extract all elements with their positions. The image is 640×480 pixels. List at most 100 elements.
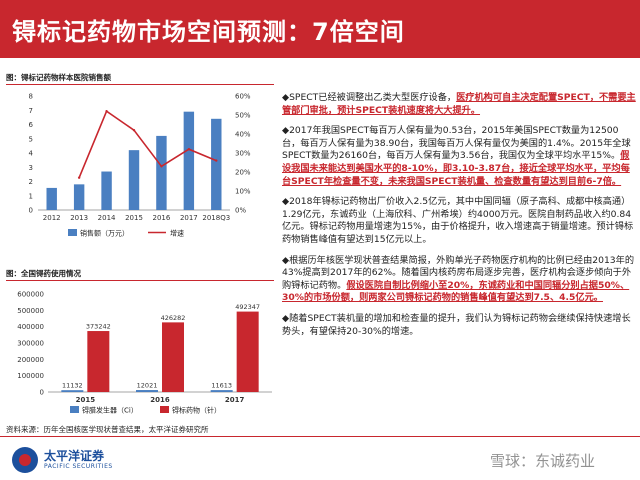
data-label-drug: 426282	[161, 314, 186, 322]
chart-sales-svg: 0 1 2 3 4 5 6 7 8 0% 10% 20% 30% 40% 50% 60% 2012 2013 201…	[29, 93, 251, 238]
paragraph-text: SPECT已经被调整出乙类大型医疗设备，	[289, 92, 457, 103]
bar-sales	[73, 184, 85, 210]
legend-swatch-sales	[68, 229, 77, 236]
legend-label-sales: 销售额（万元）	[80, 229, 129, 238]
figure1-caption: 图：锝标记药物样本医院销售额	[6, 73, 111, 82]
point-growth	[77, 176, 81, 179]
bar-generator	[136, 390, 158, 392]
y-left-tick-label: 0	[29, 207, 33, 215]
y-left-tick-label: 5	[29, 135, 33, 143]
company-logo: 太平洋证券 PACIFIC SECURITIES	[12, 446, 132, 474]
y-right-tick-label: 30%	[235, 150, 251, 158]
y-left-tick-label: 8	[29, 93, 33, 101]
y-tick-label: 600000	[17, 291, 44, 299]
y-left-tick-label: 2	[29, 178, 33, 186]
data-label-drug: 492347	[235, 303, 260, 311]
bar-sales	[183, 111, 195, 210]
bar-sales	[156, 135, 167, 210]
legend-label-generator: 锝腊发生器（Ci）	[82, 406, 138, 415]
y-tick-label: 500000	[17, 307, 44, 315]
page-title: 锝标记药物市场空间预测：7倍空间	[12, 18, 405, 46]
bullet-diamond-icon: ◆	[282, 312, 290, 324]
y-right-tick-label: 20%	[235, 169, 251, 177]
figure1-caption-underline	[6, 84, 274, 85]
logo-name-en: PACIFIC SECURITIES	[44, 463, 113, 470]
analysis-paragraph: ◆随着SPECT装机量的增加和检查量的提升，我们认为锝标记药物会继续保持快速增长…	[282, 313, 636, 338]
chart-usage-svg: 0 100000 200000 300000 400000 500000 600000 111…	[17, 291, 272, 415]
bullet-diamond-icon: ◆	[282, 92, 290, 103]
y-right-tick-label: 10%	[235, 188, 251, 196]
highlighted-text: 假设医院自制比例缩小至20%，东诚药业和中国同辐分别占据50%、30%的市场份额…	[282, 279, 630, 304]
x-tick-label: 2013	[70, 214, 88, 222]
y-right-tick-label: 0%	[235, 207, 246, 215]
y-right-tick-label: 50%	[235, 112, 251, 120]
x-tick-label: 2017	[180, 214, 198, 222]
analysis-text: ◆SPECT已经被调整出乙类大型医疗设备，医疗机构可自主决定配置SPECT，不需…	[282, 92, 636, 346]
y-tick-label: 200000	[17, 356, 44, 364]
y-left-tick-label: 1	[29, 192, 33, 200]
legend-swatch-generator	[70, 406, 79, 413]
data-label-drug: 373242	[86, 323, 111, 331]
bar-drug	[87, 331, 110, 392]
legend-label-drug: 锝标药物（针）	[172, 406, 221, 415]
logo-emblem-icon	[12, 447, 38, 473]
bullet-diamond-icon: ◆	[282, 196, 290, 208]
bullet-diamond-icon: ◆	[282, 125, 290, 137]
bar-drug	[162, 322, 184, 392]
y-tick-label: 300000	[17, 340, 44, 348]
bar-generator	[61, 390, 84, 392]
point-growth	[160, 165, 163, 168]
x-tick-label: 2015	[76, 396, 96, 404]
x-tick-label: 2015	[125, 214, 143, 222]
x-tick-label: 2017	[225, 396, 245, 404]
analysis-paragraph: ◆SPECT已经被调整出乙类大型医疗设备，医疗机构可自主决定配置SPECT，不需…	[282, 92, 636, 117]
point-growth	[105, 110, 108, 113]
title-bar: 锝标记药物市场空间预测：7倍空间	[0, 0, 640, 58]
paragraph-text: 根据历年核医学现状普查结果简报，外购单光子药物医疗机构的比例已经由2013年的4…	[282, 254, 635, 291]
bar-sales	[128, 150, 140, 210]
logo-name: 太平洋证券	[44, 449, 105, 463]
bar-drug	[236, 311, 259, 392]
footer-divider	[0, 436, 640, 437]
watermark: 雪球：东诚药业	[490, 452, 596, 470]
data-label-generator: 11132	[62, 382, 83, 390]
y-left-tick-label: 3	[29, 164, 33, 172]
y-right-tick-label: 60%	[235, 93, 251, 101]
data-label-generator: 12021	[137, 382, 158, 390]
line-growth	[78, 109, 217, 179]
x-tick-label: 2016	[153, 214, 171, 222]
y-tick-label: 100000	[17, 372, 44, 380]
y-left-tick-label: 7	[29, 107, 33, 115]
bullet-diamond-icon: ◆	[282, 254, 290, 266]
x-tick-label: 2012	[43, 214, 61, 222]
source-note: 资料来源：历年全国核医学现状普查结果，太平洋证券研究所	[6, 425, 209, 434]
figure2-caption: 图：全国锝药使用情况	[6, 269, 81, 278]
y-left-tick-label: 6	[29, 121, 34, 129]
x-tick-label: 2016	[150, 396, 170, 404]
legend-label-growth: 增速	[170, 229, 184, 238]
bar-sales	[211, 118, 222, 210]
x-tick-label: 2018Q3	[202, 214, 230, 222]
point-growth	[187, 148, 191, 151]
figure2-caption-underline	[6, 280, 274, 281]
y-right-tick-label: 40%	[235, 131, 251, 139]
highlighted-text: 医疗机构可自主决定配置SPECT，不需要主管部门审批，预计SPECT装机速度将大…	[282, 92, 636, 116]
x-tick-label: 2014	[98, 214, 116, 222]
paragraph-text: 随着SPECT装机量的增加和检查量的提升，我们认为锝标记药物会继续保持快速增长势…	[282, 312, 631, 337]
highlighted-text: 假设我国未来能达到美国水平的8-10%，即3.10-3.87台，接近全球平均水平…	[282, 150, 630, 187]
analysis-paragraph: ◆2017年我国SPECT每百万人保有量为0.53台，2015年美国SPECT数…	[282, 125, 636, 188]
paragraph-text: 2018年锝标记药物出厂价收入2.5亿元，其中中国同辐（原子高科、成都中核高通）…	[282, 196, 634, 245]
point-growth	[132, 129, 136, 132]
bar-sales	[46, 187, 57, 210]
data-label-generator: 11613	[211, 382, 232, 390]
y-left-tick-label: 4	[29, 150, 34, 158]
y-tick-label: 0	[40, 389, 44, 397]
bar-sales	[101, 171, 112, 210]
legend-swatch-drug	[160, 406, 169, 413]
point-growth	[215, 159, 218, 162]
y-tick-label: 400000	[17, 323, 44, 331]
paragraph-text: 2017年我国SPECT每百万人保有量为0.53台，2015年美国SPECT数量…	[282, 125, 631, 162]
bar-generator	[210, 390, 233, 392]
analysis-paragraph: ◆2018年锝标记药物出厂价收入2.5亿元，其中中国同辐（原子高科、成都中核高通…	[282, 196, 636, 246]
analysis-paragraph: ◆根据历年核医学现状普查结果简报，外购单光子药物医疗机构的比例已经由2013年的…	[282, 255, 636, 305]
